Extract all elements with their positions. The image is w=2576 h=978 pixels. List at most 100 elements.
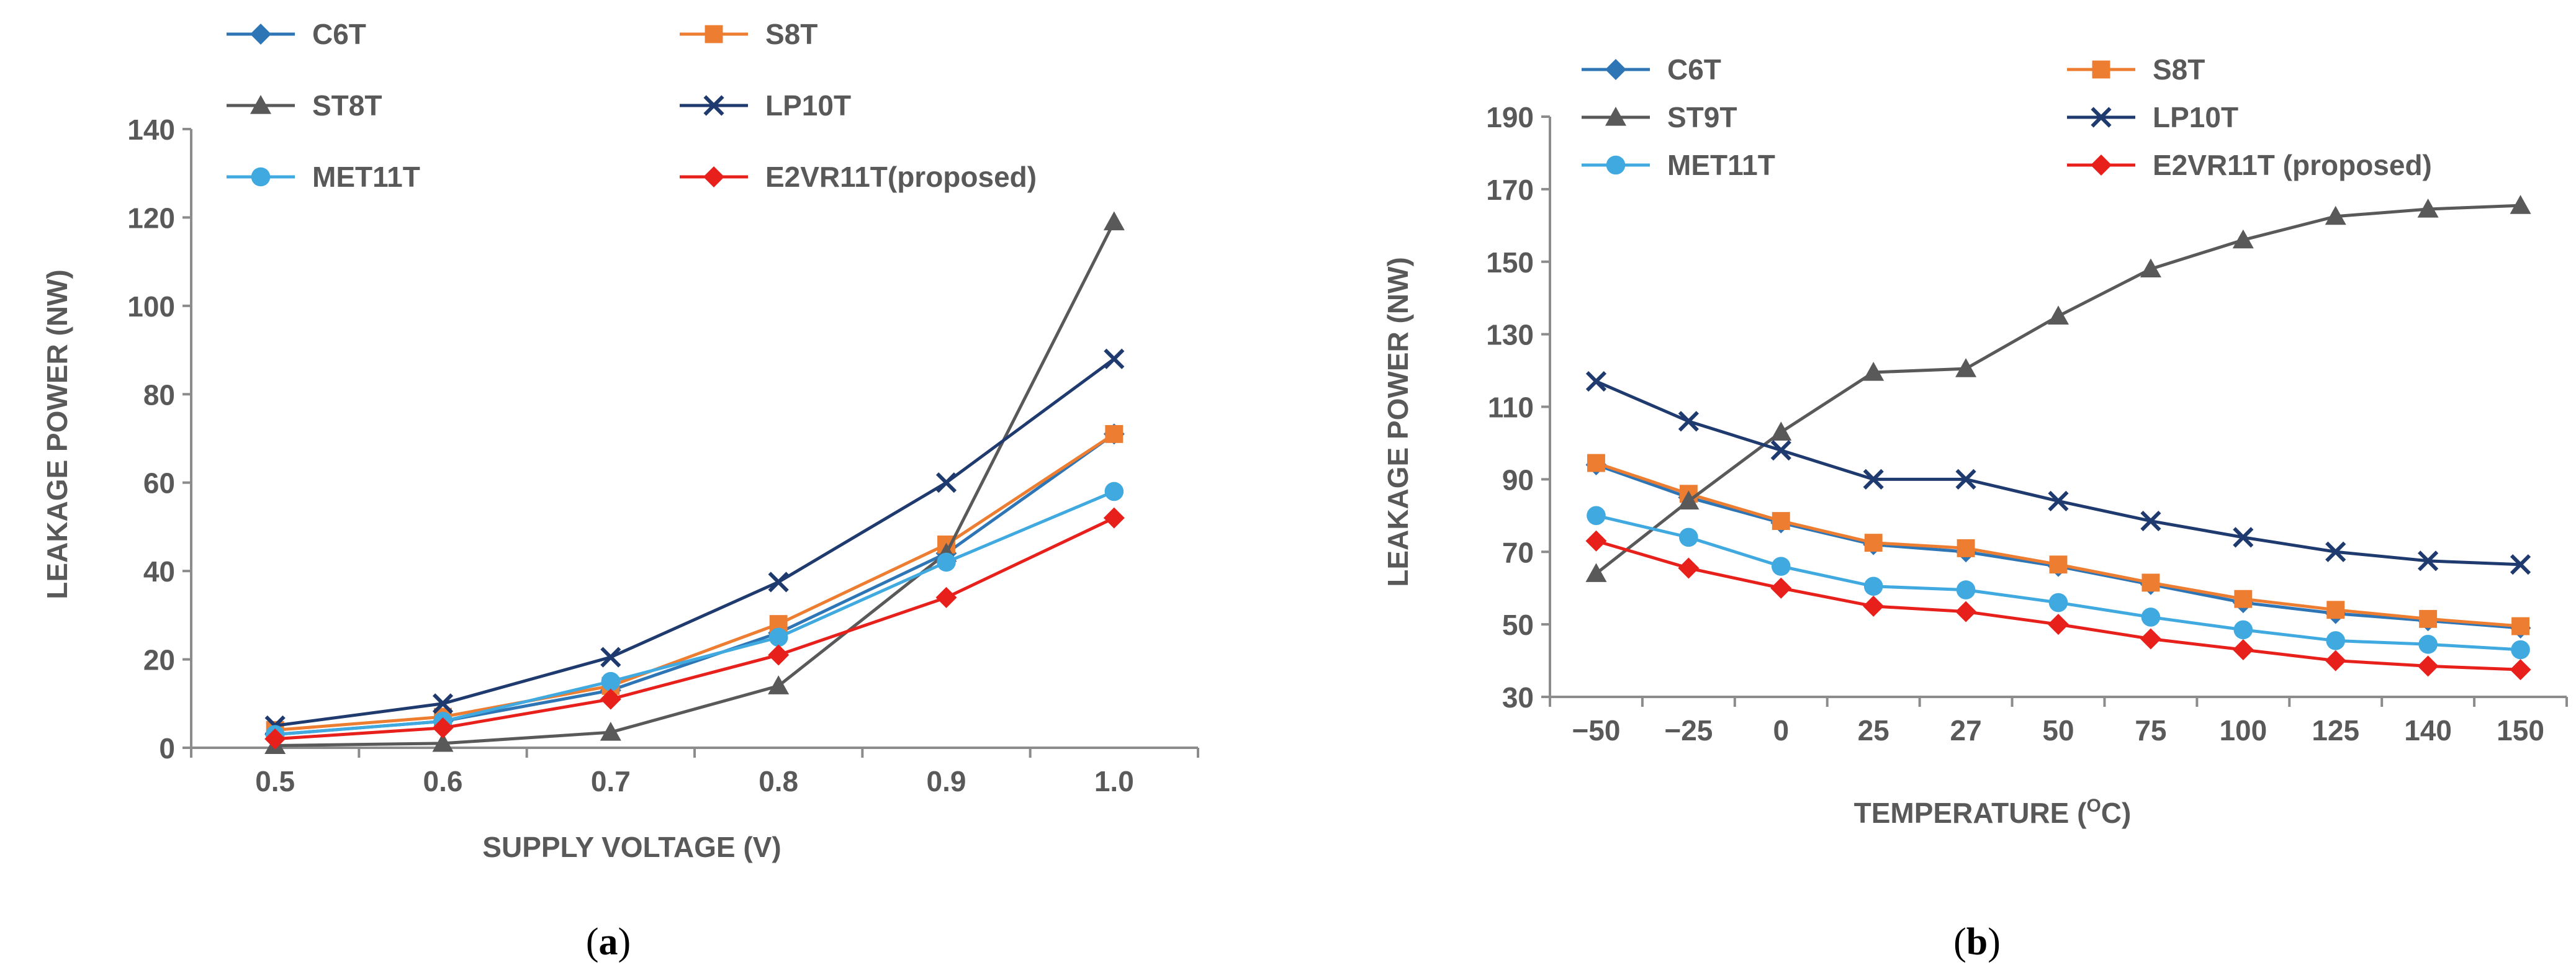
legend-a: C6T S8T ST8T LP10T MET11T E2VR11T(proposed) [227, 18, 1037, 193]
x-axis-title-b-sup: O [2086, 796, 2101, 816]
data-point-met11t-4 [937, 552, 956, 572]
series-line-e2vr11t-proposed [275, 516, 1115, 741]
data-point-lp10t-6-stroke-2 [2140, 511, 2161, 532]
data-point-s8t-8 [2326, 601, 2345, 619]
data-point-met11t-2 [1771, 557, 1791, 576]
y-tick-label-30: 30 [1502, 681, 1534, 714]
y-axis-ticks-a: 0 20 40 60 80 100 120 140 0.5 0.6 0.7 0.8 0.9 1.0 [127, 114, 1199, 797]
data-point-met11t-5 [2048, 593, 2068, 612]
y-tick-label-60: 60 [143, 467, 175, 500]
data-point-lp10t-7-stroke-2 [2233, 527, 2254, 548]
data-point-st8t-5 [1103, 211, 1125, 231]
data-point-lp10t-2 [600, 647, 621, 668]
data-point-lp10t-0 [1585, 371, 1607, 392]
data-point-lp10t-4-stroke-2 [1955, 469, 1976, 490]
y-tick-label-50: 50 [1502, 609, 1534, 641]
data-point-e2vr11t-proposed-5 [1103, 507, 1125, 529]
legend-marker-c6t [1605, 59, 1626, 80]
legend-label-c6t: C6T [1667, 53, 1721, 86]
data-point-lp10t-1-stroke-2 [1678, 411, 1699, 432]
series-line-st8t [275, 221, 1116, 747]
data-point-lp10t-2 [1770, 440, 1791, 461]
x-tick-label-4: 0.9 [927, 765, 966, 797]
data-point-s8t-9 [2419, 609, 2438, 628]
data-point-met11t-9 [2418, 634, 2438, 654]
data-point-met11t-3 [1863, 576, 1883, 596]
x-tick-label-3: 25 [1858, 714, 1889, 747]
data-point-st9t-9 [2417, 199, 2439, 218]
y-tick-label-20: 20 [143, 644, 175, 676]
legend-label-st8t: ST8T [312, 89, 382, 122]
data-point-st9t-3 [1863, 361, 1885, 381]
legend-marker-s8t [2092, 60, 2110, 79]
legend-item-s8t: S8T [2067, 53, 2205, 86]
data-point-lp10t-4 [1955, 469, 1976, 490]
data-point-lp10t-1 [1678, 411, 1699, 432]
data-point-lp10t-8-stroke-2 [2325, 541, 2346, 562]
x-tick-label-1: −25 [1664, 714, 1713, 747]
data-point-s8t-3 [1864, 534, 1883, 552]
data-point-lp10t-6 [2140, 511, 2161, 532]
data-point-e2vr11t-proposed-9 [2417, 655, 2439, 677]
data-point-met11t-7 [2233, 620, 2253, 640]
series-line-s8t [274, 433, 1115, 732]
data-point-e2vr11t-proposed-7 [2232, 639, 2254, 661]
legend-item-e2vr11t-proposed: E2VR11T (proposed) [2067, 149, 2432, 181]
legend-marker-lp10t-stroke-2 [703, 95, 724, 116]
legend-b: C6T S8T ST9T LP10T MET11T E2VR11T (proposed) [1582, 53, 2432, 181]
x-tick-label-2: 0 [1773, 714, 1789, 747]
series-lp10t [1585, 371, 2531, 575]
series-st8t [264, 211, 1125, 755]
y-tick-label-0: 0 [159, 732, 175, 765]
y-tick-label-40: 40 [143, 555, 175, 588]
legend-label-lp10t: LP10T [2153, 101, 2238, 133]
data-point-st9t-5 [2048, 305, 2069, 325]
data-point-met11t-6 [2141, 608, 2161, 627]
legend-marker-s8t [705, 25, 723, 43]
x-tick-label-0: 0.5 [255, 765, 295, 797]
legend-marker-e2vr11t-proposed [2091, 155, 2112, 176]
legend-label-c6t: C6T [312, 18, 366, 50]
data-point-lp10t-3-stroke-2 [768, 572, 789, 593]
data-point-s8t-2 [1772, 512, 1790, 531]
data-point-met11t-8 [2326, 631, 2346, 650]
data-point-lp10t-3 [768, 572, 789, 593]
data-point-e2vr11t-proposed-1 [432, 717, 454, 738]
data-point-s8t-0 [1587, 454, 1605, 472]
y-tick-label-130: 130 [1486, 319, 1534, 351]
data-point-lp10t-0-stroke-2 [1585, 371, 1607, 392]
data-point-lp10t-10-stroke-2 [2510, 554, 2531, 575]
y-tick-label-80: 80 [143, 379, 175, 411]
data-point-e2vr11t-proposed-4 [1955, 601, 1977, 622]
legend-item-met11t: MET11T [227, 161, 420, 193]
legend-item-lp10t: LP10T [680, 89, 851, 122]
data-point-e2vr11t-proposed-3 [1863, 595, 1885, 617]
data-point-s8t-4 [1957, 539, 1975, 557]
data-point-met11t-3 [768, 627, 788, 647]
x-tick-label-8: 125 [2312, 714, 2359, 747]
legend-item-c6t: C6T [1582, 53, 1721, 86]
legend-item-met11t: MET11T [1582, 149, 1775, 181]
x-axis-title-b-unit: C) [2101, 797, 2132, 829]
data-point-met11t-1 [1679, 527, 1698, 547]
data-point-st8t-2 [600, 722, 621, 741]
series-met11t [1587, 506, 2530, 660]
data-point-lp10t-10 [2510, 554, 2531, 575]
data-point-e2vr11t-proposed-10 [2510, 659, 2531, 681]
caption-a-letter: a [599, 921, 618, 963]
data-point-met11t-4 [1956, 580, 1976, 599]
legend-marker-e2vr11t-proposed [703, 166, 724, 187]
data-point-st8t-3 [768, 675, 790, 694]
data-point-lp10t-9 [2418, 550, 2439, 572]
data-point-s8t-7 [2234, 590, 2253, 608]
series-group-b [1585, 195, 2531, 681]
legend-label-e2vr11t-proposed: E2VR11T(proposed) [765, 161, 1037, 193]
data-point-lp10t-3-stroke-2 [1863, 469, 1884, 490]
legend-item-s8t: S8T [680, 18, 817, 50]
x-tick-label-5: 1.0 [1094, 765, 1134, 797]
y-tick-label-110: 110 [1488, 392, 1534, 424]
caption-b-letter: b [1966, 921, 1988, 963]
series-e2vr11t-proposed [1585, 530, 2531, 681]
legend-marker-lp10t [703, 95, 724, 116]
data-point-lp10t-5 [1104, 348, 1125, 369]
